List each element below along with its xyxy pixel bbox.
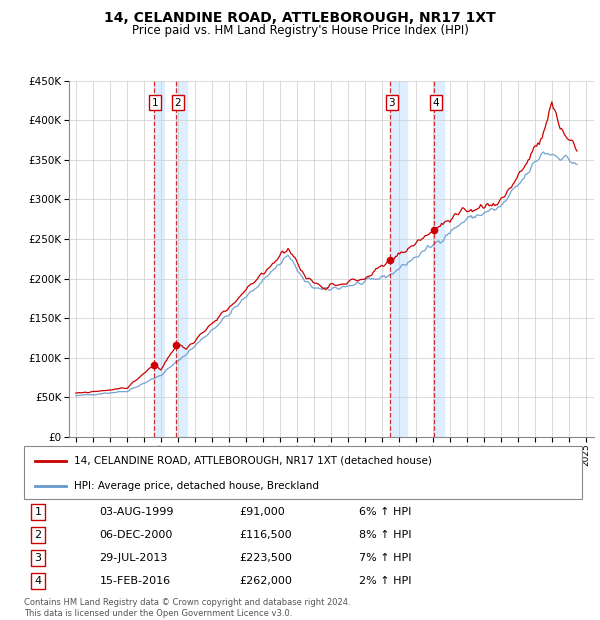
Text: £262,000: £262,000 <box>239 575 292 586</box>
Text: 14, CELANDINE ROAD, ATTLEBOROUGH, NR17 1XT (detached house): 14, CELANDINE ROAD, ATTLEBOROUGH, NR17 1… <box>74 456 432 466</box>
Text: 1: 1 <box>152 98 158 108</box>
Text: £91,000: £91,000 <box>239 507 284 517</box>
Text: This data is licensed under the Open Government Licence v3.0.: This data is licensed under the Open Gov… <box>24 609 292 618</box>
Text: 2: 2 <box>175 98 181 108</box>
Text: 4: 4 <box>34 575 41 586</box>
Text: 2: 2 <box>34 529 41 540</box>
Text: 14, CELANDINE ROAD, ATTLEBOROUGH, NR17 1XT: 14, CELANDINE ROAD, ATTLEBOROUGH, NR17 1… <box>104 11 496 25</box>
Text: 2% ↑ HPI: 2% ↑ HPI <box>359 575 412 586</box>
Text: 29-JUL-2013: 29-JUL-2013 <box>100 552 168 563</box>
Text: HPI: Average price, detached house, Breckland: HPI: Average price, detached house, Brec… <box>74 481 319 491</box>
Text: 15-FEB-2016: 15-FEB-2016 <box>100 575 170 586</box>
Text: 3: 3 <box>34 552 41 563</box>
Text: £116,500: £116,500 <box>239 529 292 540</box>
Text: 8% ↑ HPI: 8% ↑ HPI <box>359 529 412 540</box>
Bar <box>154 81 164 437</box>
Text: 6% ↑ HPI: 6% ↑ HPI <box>359 507 411 517</box>
Bar <box>176 81 187 437</box>
Text: 1: 1 <box>34 507 41 517</box>
Text: £223,500: £223,500 <box>239 552 292 563</box>
Text: 06-DEC-2000: 06-DEC-2000 <box>100 529 173 540</box>
Text: Price paid vs. HM Land Registry's House Price Index (HPI): Price paid vs. HM Land Registry's House … <box>131 24 469 37</box>
Bar <box>434 81 444 437</box>
Text: 4: 4 <box>433 98 439 108</box>
Text: 03-AUG-1999: 03-AUG-1999 <box>100 507 174 517</box>
Bar <box>390 81 407 437</box>
Text: 7% ↑ HPI: 7% ↑ HPI <box>359 552 412 563</box>
Text: 3: 3 <box>389 98 395 108</box>
Text: Contains HM Land Registry data © Crown copyright and database right 2024.: Contains HM Land Registry data © Crown c… <box>24 598 350 607</box>
